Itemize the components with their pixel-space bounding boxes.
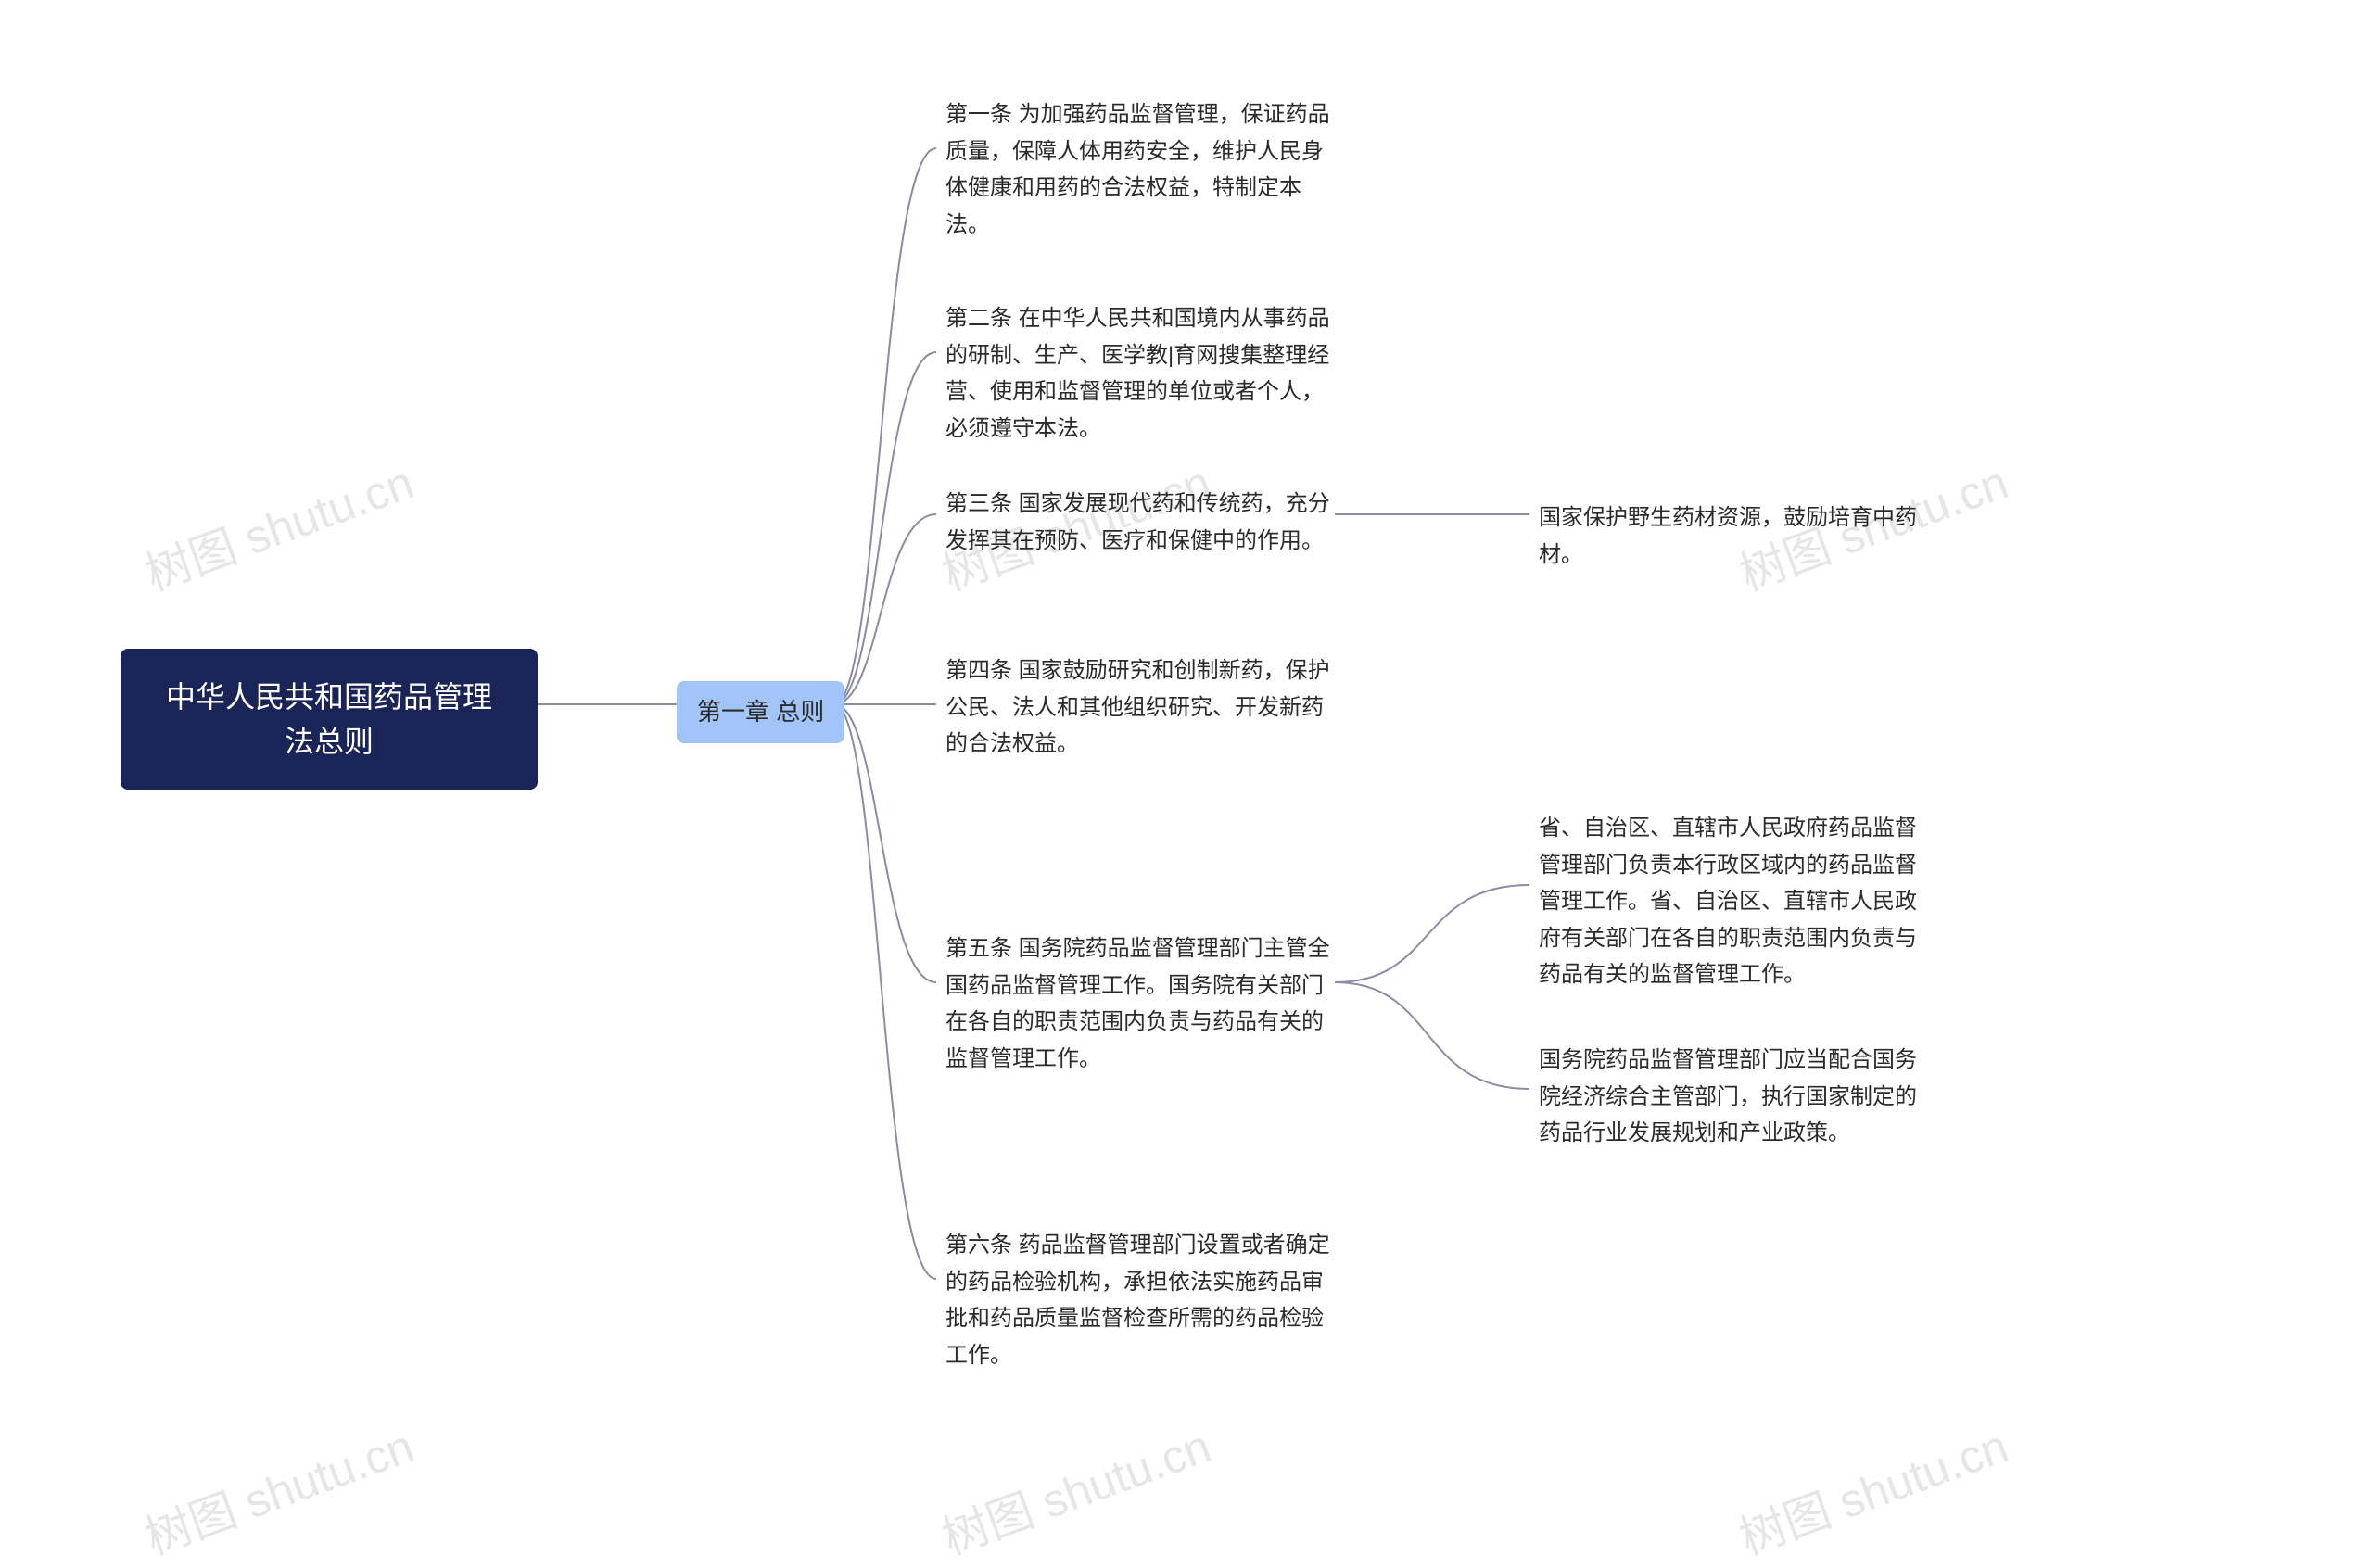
article-node-6[interactable]: 第六条 药品监督管理部门设置或者确定的药品检验机构，承担依法实施药品审批和药品质…: [945, 1223, 1335, 1377]
article-3-child[interactable]: 国家保护野生药材资源，鼓励培育中药材。: [1539, 496, 1928, 576]
article-5-child-1[interactable]: 省、自治区、直辖市人民政府药品监督管理部门负责本行政区域内的药品监督管理工作。省…: [1539, 806, 1928, 997]
watermark: 树图 shutu.cn: [1729, 1410, 2015, 1568]
watermark: 树图 shutu.cn: [134, 1410, 421, 1568]
chapter-node[interactable]: 第一章 总则: [677, 681, 844, 743]
article-node-5[interactable]: 第五条 国务院药品监督管理部门主管全国药品监督管理工作。国务院有关部门在各自的职…: [945, 927, 1335, 1081]
watermark: 树图 shutu.cn: [134, 446, 421, 604]
mindmap-canvas: 树图 shutu.cn 树图 shutu.cn 树图 shutu.cn 树图 s…: [0, 0, 2373, 1530]
article-node-1[interactable]: 第一条 为加强药品监督管理，保证药品质量，保障人体用药安全，维护人民身体健康和用…: [945, 93, 1335, 247]
article-node-4[interactable]: 第四条 国家鼓励研究和创制新药，保护公民、法人和其他组织研究、开发新药的合法权益…: [945, 649, 1335, 766]
article-5-child-2[interactable]: 国务院药品监督管理部门应当配合国务院经济综合主管部门，执行国家制定的药品行业发展…: [1539, 1038, 1928, 1156]
article-node-3[interactable]: 第三条 国家发展现代药和传统药，充分发挥其在预防、医疗和保健中的作用。: [945, 482, 1335, 563]
watermark: 树图 shutu.cn: [932, 1410, 1218, 1568]
article-node-2[interactable]: 第二条 在中华人民共和国境内从事药品的研制、生产、医学教|育网搜集整理经营、使用…: [945, 297, 1335, 450]
root-node[interactable]: 中华人民共和国药品管理法总则: [121, 649, 538, 790]
